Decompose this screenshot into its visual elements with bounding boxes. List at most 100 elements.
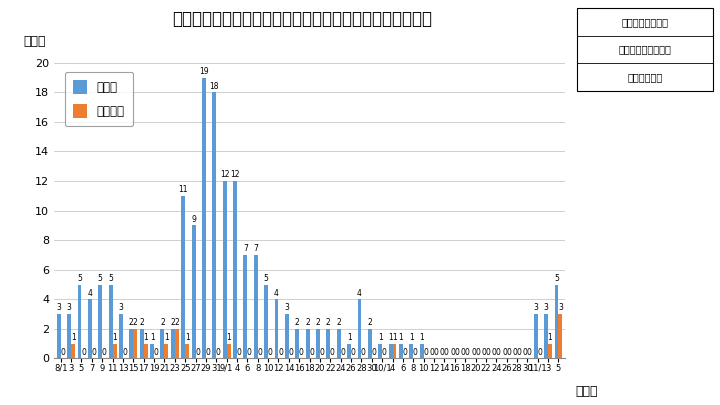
Bar: [548, 343, 552, 358]
Text: 0: 0: [503, 348, 507, 357]
Text: 0: 0: [496, 348, 500, 357]
Text: 12: 12: [230, 170, 240, 179]
Text: 0: 0: [60, 348, 65, 357]
Bar: [67, 314, 71, 358]
Bar: [243, 255, 248, 358]
Text: 0: 0: [153, 348, 158, 357]
Text: 1: 1: [378, 333, 382, 342]
Bar: [109, 284, 112, 358]
Bar: [171, 329, 175, 358]
Text: 0: 0: [482, 348, 486, 357]
Text: 健康づくり課: 健康づくり課: [628, 72, 662, 82]
Bar: [326, 329, 330, 358]
Bar: [399, 343, 403, 358]
Text: 1: 1: [185, 333, 189, 342]
Text: 0: 0: [506, 348, 511, 357]
Bar: [420, 343, 423, 358]
Bar: [222, 181, 227, 358]
Bar: [306, 329, 310, 358]
Text: 県内の感染者と松本圈域の感染者の推移（８月１日以降）: 県内の感染者と松本圈域の感染者の推移（８月１日以降）: [172, 10, 433, 28]
Bar: [181, 196, 185, 358]
Bar: [233, 181, 237, 358]
Bar: [554, 284, 559, 358]
Text: 1: 1: [409, 333, 414, 342]
Text: 3: 3: [544, 303, 549, 312]
Text: 3: 3: [119, 303, 123, 312]
Text: 0: 0: [464, 348, 469, 357]
Text: 0: 0: [433, 348, 438, 357]
Text: 4: 4: [274, 288, 279, 298]
Text: 2: 2: [295, 318, 300, 327]
Text: （日）: （日）: [575, 385, 598, 398]
Bar: [175, 329, 179, 358]
Text: 2: 2: [174, 318, 179, 327]
Text: 2: 2: [305, 318, 310, 327]
Text: 0: 0: [309, 348, 314, 357]
Bar: [71, 343, 75, 358]
Text: 2: 2: [336, 318, 341, 327]
Text: 1: 1: [548, 333, 552, 342]
Bar: [378, 343, 382, 358]
Text: 0: 0: [471, 348, 476, 357]
Text: 0: 0: [268, 348, 273, 357]
Text: 3: 3: [56, 303, 61, 312]
Text: 1: 1: [112, 333, 117, 342]
Bar: [185, 343, 189, 358]
Text: 1: 1: [388, 333, 393, 342]
Text: 0: 0: [216, 348, 221, 357]
Text: 0: 0: [278, 348, 283, 357]
Bar: [347, 343, 351, 358]
Text: 0: 0: [320, 348, 325, 357]
Text: 4: 4: [87, 288, 92, 298]
Text: 2: 2: [315, 318, 320, 327]
Text: 0: 0: [372, 348, 377, 357]
Text: 2: 2: [160, 318, 165, 327]
Text: 令和２年１１月６日: 令和２年１１月６日: [618, 45, 672, 55]
Text: 0: 0: [341, 348, 345, 357]
Bar: [316, 329, 320, 358]
Bar: [274, 299, 279, 358]
Text: 9: 9: [191, 215, 196, 224]
Bar: [57, 314, 60, 358]
Text: 0: 0: [122, 348, 127, 357]
Text: 5: 5: [264, 274, 269, 283]
Text: 2: 2: [133, 318, 138, 327]
Bar: [112, 343, 117, 358]
Text: 0: 0: [330, 348, 335, 357]
Text: 0: 0: [475, 348, 480, 357]
Text: 0: 0: [81, 348, 86, 357]
Bar: [202, 78, 206, 358]
Bar: [534, 314, 538, 358]
Text: 0: 0: [516, 348, 521, 357]
Text: 0: 0: [289, 348, 293, 357]
Bar: [368, 329, 372, 358]
Bar: [140, 329, 144, 358]
Bar: [389, 343, 392, 358]
Bar: [295, 329, 300, 358]
Bar: [133, 329, 138, 358]
Bar: [544, 314, 548, 358]
Bar: [119, 314, 123, 358]
Text: 11: 11: [179, 185, 188, 194]
Text: 1: 1: [347, 333, 351, 342]
Text: 4: 4: [357, 288, 362, 298]
Text: 1: 1: [143, 333, 148, 342]
Text: 1: 1: [164, 333, 168, 342]
Bar: [130, 329, 133, 358]
Text: 市長記者会見資料: 市長記者会見資料: [621, 17, 669, 27]
Bar: [98, 284, 102, 358]
Text: 0: 0: [351, 348, 356, 357]
Text: 0: 0: [485, 348, 490, 357]
Text: 2: 2: [140, 318, 144, 327]
Text: 0: 0: [492, 348, 497, 357]
Text: 0: 0: [423, 348, 428, 357]
Text: 1: 1: [392, 333, 397, 342]
Bar: [164, 343, 168, 358]
Text: 1: 1: [71, 333, 76, 342]
Text: 3: 3: [558, 303, 563, 312]
Bar: [150, 343, 154, 358]
Bar: [392, 343, 397, 358]
Text: 0: 0: [523, 348, 528, 357]
Text: 0: 0: [382, 348, 387, 357]
Text: 0: 0: [413, 348, 418, 357]
